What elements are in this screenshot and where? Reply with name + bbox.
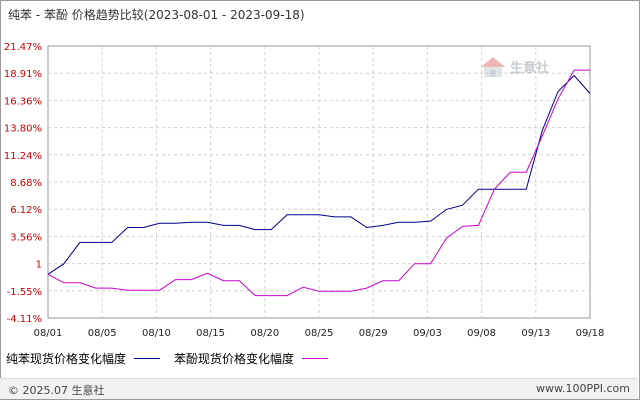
x-tick-label: 08/29 bbox=[359, 328, 388, 339]
x-tick-label: 08/05 bbox=[88, 328, 117, 339]
y-tick-label: 8.68% bbox=[10, 178, 42, 189]
legend-label-phenol: 苯酚现货价格变化幅度 bbox=[174, 351, 295, 366]
x-tick-label: 09/13 bbox=[521, 328, 550, 339]
x-tick-label: 08/20 bbox=[250, 328, 279, 339]
x-tick-label: 08/25 bbox=[305, 328, 334, 339]
x-tick-label: 08/10 bbox=[142, 328, 171, 339]
x-tick-label: 08/01 bbox=[34, 328, 63, 339]
legend: 纯苯现货价格变化幅度 苯酚现货价格变化幅度 bbox=[6, 350, 342, 366]
footer-site-link[interactable]: www.100PPI.com bbox=[536, 382, 630, 395]
footer-bar: © 2025.07 生意社 www.100PPI.com bbox=[0, 378, 638, 399]
y-axis-ticks: 21.47% 18.91% 16.36% 13.80% 11.24% 8.68% 6.12%… bbox=[4, 42, 42, 325]
y-tick-label: -4.11% bbox=[7, 314, 42, 325]
y-tick-label: 1 bbox=[36, 260, 42, 271]
x-tick-label: 09/03 bbox=[413, 328, 442, 339]
chart-title: 纯苯 - 苯酚 价格趋势比较(2023-08-01 - 2023-09-18) bbox=[8, 8, 305, 22]
y-tick-label: 16.36% bbox=[4, 96, 42, 107]
legend-label-benzene: 纯苯现货价格变化幅度 bbox=[6, 351, 127, 366]
y-tick-label: 11.24% bbox=[4, 151, 42, 162]
house-logo-icon bbox=[481, 57, 505, 77]
legend-swatch-phenol bbox=[302, 357, 329, 359]
x-tick-label: 09/08 bbox=[467, 328, 496, 339]
legend-swatch-benzene bbox=[134, 357, 161, 359]
series-line-phenol bbox=[47, 69, 590, 297]
y-tick-label: 13.80% bbox=[4, 124, 42, 135]
watermark-logo: 生意社 bbox=[480, 56, 560, 80]
y-tick-label: 6.12% bbox=[10, 205, 42, 216]
x-tick-label: 09/18 bbox=[576, 328, 605, 339]
x-axis-ticks: 08/01 08/05 08/10 08/15 08/20 08/25 08/29 09/03… bbox=[34, 328, 605, 339]
legend-item-phenol: 苯酚现货价格变化幅度 bbox=[174, 350, 329, 367]
series-lines bbox=[47, 69, 591, 297]
y-tick-label: 18.91% bbox=[4, 69, 42, 80]
y-tick-label: 21.47% bbox=[4, 42, 42, 53]
footer-copyright: © 2025.07 生意社 bbox=[8, 384, 105, 397]
y-tick-label: -1.55% bbox=[7, 287, 42, 298]
y-tick-label: 3.56% bbox=[10, 232, 42, 243]
watermark-text: 生意社 bbox=[510, 61, 550, 76]
series-line-benzene bbox=[47, 74, 591, 275]
legend-item-benzene: 纯苯现货价格变化幅度 bbox=[6, 350, 161, 367]
x-tick-label: 08/15 bbox=[196, 328, 225, 339]
